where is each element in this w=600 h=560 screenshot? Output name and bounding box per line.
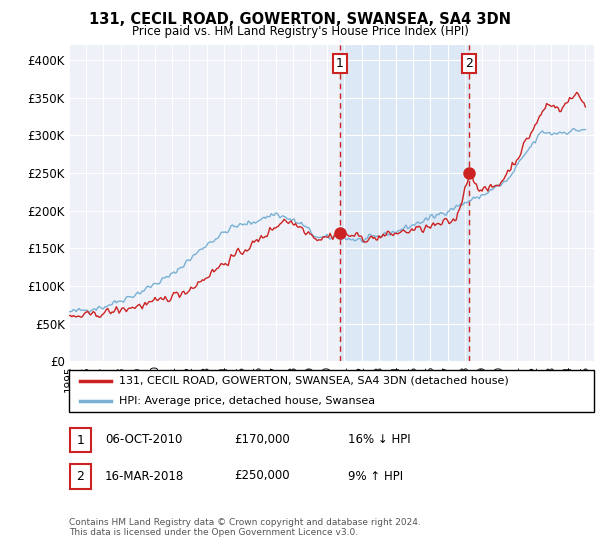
Text: 06-OCT-2010: 06-OCT-2010 — [105, 433, 182, 446]
Text: 131, CECIL ROAD, GOWERTON, SWANSEA, SA4 3DN (detached house): 131, CECIL ROAD, GOWERTON, SWANSEA, SA4 … — [119, 376, 509, 386]
Text: £170,000: £170,000 — [234, 433, 290, 446]
Text: Contains HM Land Registry data © Crown copyright and database right 2024.
This d: Contains HM Land Registry data © Crown c… — [69, 518, 421, 538]
Text: 16-MAR-2018: 16-MAR-2018 — [105, 469, 184, 483]
Bar — [340, 45, 469, 361]
Text: 16% ↓ HPI: 16% ↓ HPI — [348, 433, 410, 446]
Text: HPI: Average price, detached house, Swansea: HPI: Average price, detached house, Swan… — [119, 396, 375, 406]
Text: 1: 1 — [76, 433, 85, 447]
Text: 2: 2 — [465, 57, 473, 71]
Text: 9% ↑ HPI: 9% ↑ HPI — [348, 469, 403, 483]
Text: 131, CECIL ROAD, GOWERTON, SWANSEA, SA4 3DN: 131, CECIL ROAD, GOWERTON, SWANSEA, SA4 … — [89, 12, 511, 27]
Text: Price paid vs. HM Land Registry's House Price Index (HPI): Price paid vs. HM Land Registry's House … — [131, 25, 469, 38]
Text: 2: 2 — [76, 470, 85, 483]
Text: 1: 1 — [336, 57, 344, 71]
Text: £250,000: £250,000 — [234, 469, 290, 483]
